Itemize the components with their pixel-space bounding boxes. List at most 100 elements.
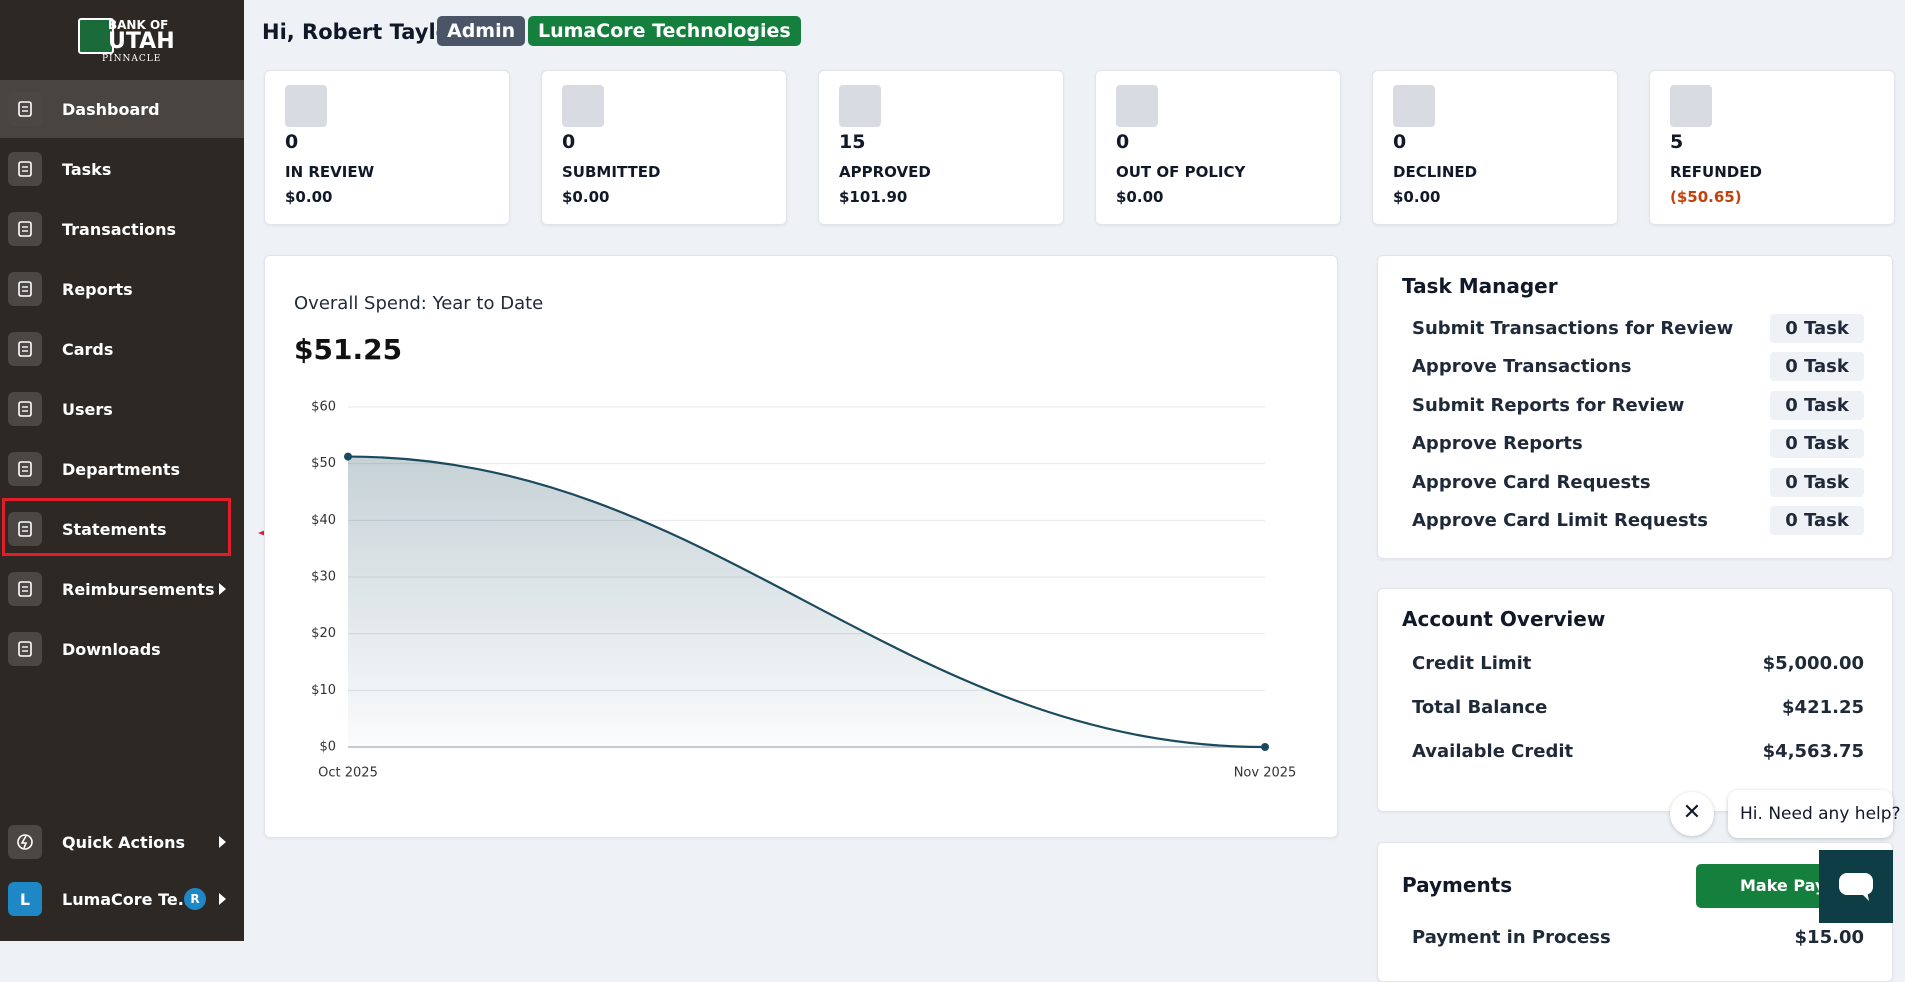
sidebar: BANK OF UTAH PINNACLE Dashboard Tasks Tran… xyxy=(0,0,244,941)
overview-label: Credit Limit xyxy=(1412,653,1532,674)
icon-glyph xyxy=(18,221,32,237)
task-count: 0 Task xyxy=(1770,314,1864,343)
card-title: Payments xyxy=(1402,873,1513,897)
task-count: 0 Task xyxy=(1770,429,1864,459)
logo-text: PINNACLE xyxy=(102,54,162,64)
nav-label: Reimbursements xyxy=(62,579,215,599)
task-label: Approve Reports xyxy=(1412,433,1583,455)
nav-label: Reports xyxy=(62,279,133,299)
task-row[interactable]: Submit Transactions for Review 0 Task xyxy=(1412,314,1864,343)
stat-card[interactable]: 15 APPROVED $101.90 xyxy=(818,70,1064,225)
nav-item[interactable]: Dashboard xyxy=(0,80,244,138)
icon xyxy=(8,825,42,859)
stat-card[interactable]: 5 REFUNDED ($50.65) xyxy=(1649,70,1895,225)
nav-item[interactable]: Statements xyxy=(0,500,244,558)
task-row[interactable]: Submit Reports for Review 0 Task xyxy=(1412,390,1864,420)
nav-item[interactable]: Reimbursements xyxy=(0,560,244,618)
caret xyxy=(219,836,226,848)
stat-card[interactable]: 0 OUT OF POLICY $0.00 xyxy=(1095,70,1341,225)
x-tick-label: Nov 2025 xyxy=(1234,766,1297,781)
stat-icon xyxy=(1670,85,1712,127)
task-row[interactable]: Approve Card Requests 0 Task xyxy=(1412,467,1864,497)
task-count: 0 Task xyxy=(1770,467,1864,497)
quick-actions[interactable]: Quick Actions xyxy=(0,813,244,871)
task-count: 0 Task xyxy=(1770,390,1864,420)
stat-count: 0 xyxy=(562,131,576,153)
stat-icon xyxy=(285,85,327,127)
chart: Overall Spend: Year to Date $51.25 $0 $10… xyxy=(294,293,1297,781)
stat-card[interactable]: 0 DECLINED $0.00 xyxy=(1372,70,1618,225)
y-tick-label: $30 xyxy=(311,570,336,585)
y-tick-label: $10 xyxy=(311,683,336,698)
icon-glyph xyxy=(18,101,32,117)
logo-mark xyxy=(78,18,114,54)
nav-label: Cards xyxy=(62,339,114,359)
icon xyxy=(8,452,42,486)
task-row[interactable]: Approve Card Limit Requests 0 Task xyxy=(1412,506,1864,535)
stat-icon xyxy=(562,85,604,127)
stat-amount: $0.00 xyxy=(1116,188,1164,206)
nav-item[interactable]: Users xyxy=(0,380,244,438)
nav-item[interactable]: Cards xyxy=(0,320,244,378)
task-label: Approve Transactions xyxy=(1412,356,1632,378)
nav-label: Tasks xyxy=(62,159,112,179)
nav-label: Statements xyxy=(62,519,167,539)
icon-glyph xyxy=(18,581,32,597)
overview-label: Total Balance xyxy=(1412,697,1548,718)
x-tick-label: Oct 2025 xyxy=(318,766,378,781)
task-row[interactable]: Approve Transactions 0 Task xyxy=(1412,352,1864,382)
nav-item[interactable]: Tasks xyxy=(0,140,244,198)
task-label: Submit Transactions for Review xyxy=(1412,318,1734,339)
nav-item[interactable]: Reports xyxy=(0,260,244,318)
nav-label: Downloads xyxy=(62,639,161,659)
stat-icon xyxy=(1116,85,1158,127)
stat-label: REFUNDED xyxy=(1670,163,1762,181)
nav-label: Users xyxy=(62,399,113,419)
stat-count: 5 xyxy=(1670,131,1684,153)
card-title: Account Overview xyxy=(1402,607,1606,631)
account-name: LumaCore Te... xyxy=(62,889,196,909)
payment-row: Payment in Process $15.00 xyxy=(1412,927,1864,948)
nav-item[interactable]: Downloads xyxy=(0,620,244,678)
stat-amount: $0.00 xyxy=(285,188,333,206)
icon-glyph xyxy=(17,834,33,850)
stat-count: 0 xyxy=(1393,131,1407,153)
task-count: 0 Task xyxy=(1770,352,1864,382)
y-tick-label: $60 xyxy=(311,400,336,415)
spend-card: Overall Spend: Year to Date $51.25 $0 $10… xyxy=(264,255,1338,838)
overview-value: $5,000.00 xyxy=(1762,653,1864,674)
line xyxy=(347,455,1266,749)
task-row[interactable]: Approve Reports 0 Task xyxy=(1412,429,1864,459)
point xyxy=(344,452,352,461)
stat-label: DECLINED xyxy=(1393,163,1478,181)
overview-value: $4,563.75 xyxy=(1762,741,1864,762)
icon-glyph xyxy=(18,341,32,357)
stat-amount: $101.90 xyxy=(839,188,908,206)
stat-count: 15 xyxy=(839,131,866,153)
icon xyxy=(8,572,42,606)
nav-item[interactable]: Transactions xyxy=(0,200,244,258)
icon xyxy=(8,212,42,246)
logo-text: UTAH xyxy=(108,29,175,54)
stat-count: 0 xyxy=(1116,131,1130,153)
chat-close[interactable]: ✕ xyxy=(1670,792,1714,836)
chat-button[interactable] xyxy=(1819,850,1893,923)
area xyxy=(348,456,1265,747)
account-switcher[interactable]: L LumaCore Te... R xyxy=(0,870,244,928)
nav-item[interactable]: Departments xyxy=(0,440,244,498)
icon xyxy=(8,332,42,366)
icon xyxy=(8,92,42,126)
y-tick-label: $40 xyxy=(311,513,336,528)
chart-title: Overall Spend: Year to Date xyxy=(294,293,543,314)
stat-label: APPROVED xyxy=(839,163,931,181)
icon xyxy=(8,632,42,666)
stat-card[interactable]: 0 IN REVIEW $0.00 xyxy=(264,70,510,225)
stat-card[interactable]: 0 SUBMITTED $0.00 xyxy=(541,70,787,225)
account-overview: Account Overview Credit Limit $5,000.00 To… xyxy=(1377,588,1893,812)
y-tick-label: $0 xyxy=(319,740,336,755)
caret xyxy=(219,893,226,905)
avatar: L xyxy=(8,882,42,916)
role-badge: Admin xyxy=(437,16,526,46)
company-badge: LumaCore Technologies xyxy=(528,16,801,46)
icon-glyph xyxy=(18,161,32,177)
